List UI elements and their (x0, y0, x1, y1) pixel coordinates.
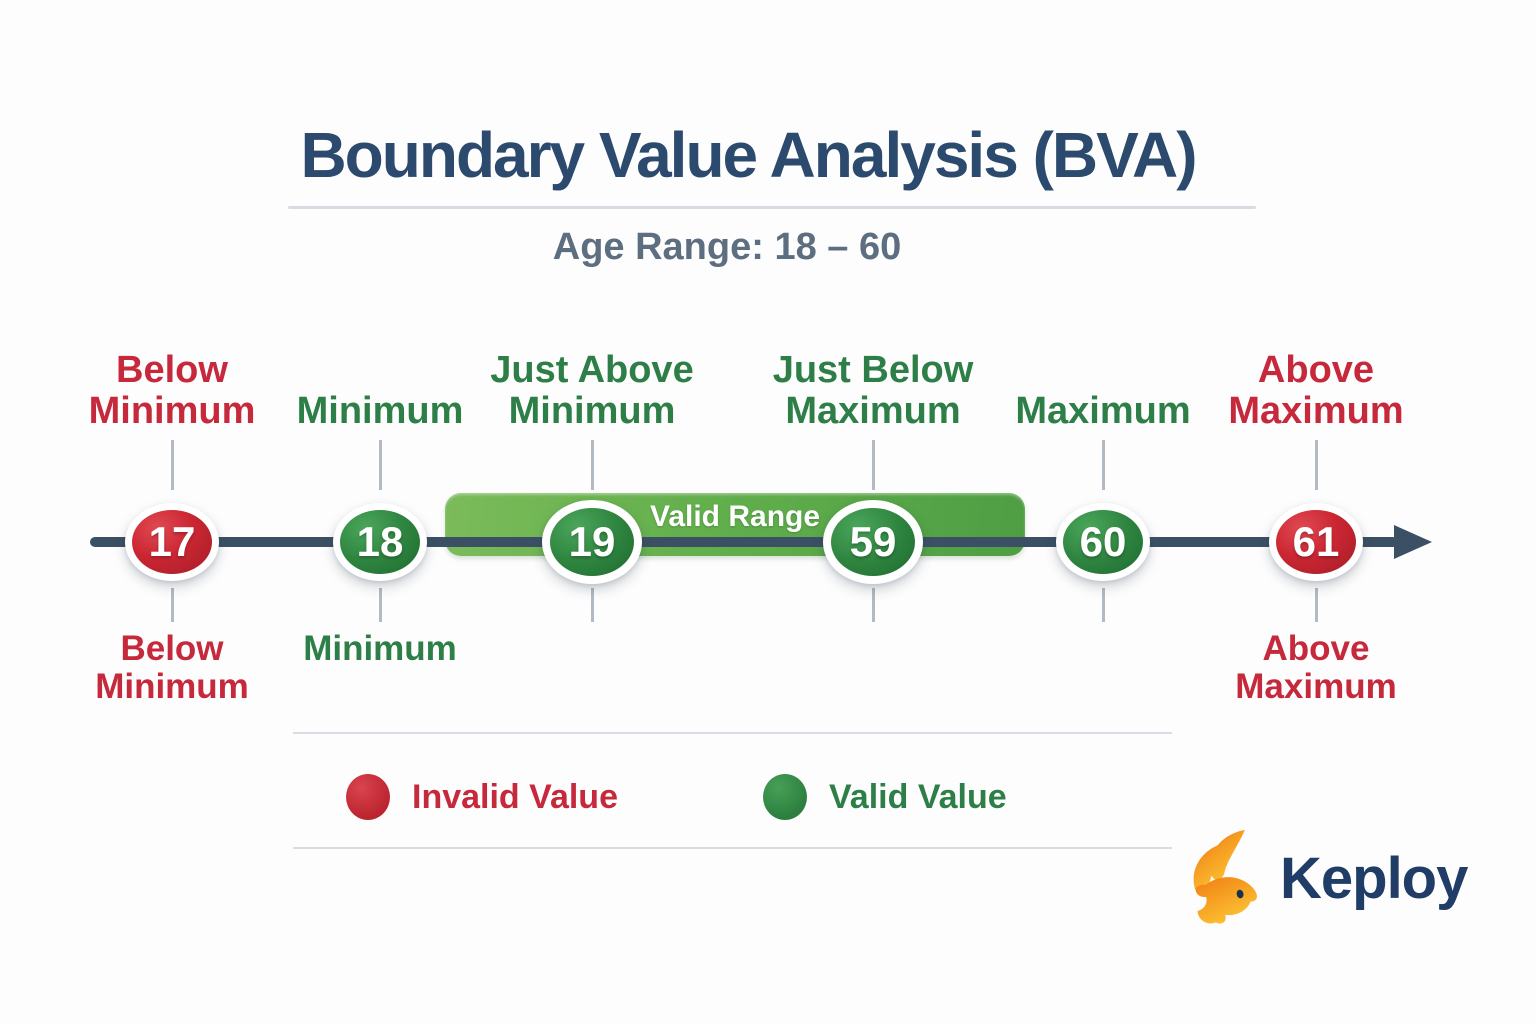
keploy-logo: Keploy (1180, 828, 1468, 928)
tick-line-bottom (591, 588, 594, 622)
legend-label: Valid Value (829, 777, 1007, 816)
subtitle-age-range: Age Range: 18 – 60 (552, 226, 902, 268)
legend-item-invalid: Invalid Value (346, 774, 618, 820)
point-value: 18 (356, 518, 404, 565)
point-value: 61 (1292, 518, 1340, 565)
point-bottom-label: Above Maximum (1235, 629, 1397, 706)
point-value: 60 (1079, 518, 1127, 565)
legend-label: Invalid Value (412, 777, 618, 816)
keploy-rabbit-icon (1193, 829, 1257, 924)
tick-line-bottom (171, 588, 174, 622)
point-top-label: Minimum (296, 390, 464, 432)
valid-range-label: Valid Range (649, 500, 821, 533)
legend-divider-top (293, 732, 1172, 734)
tick-line-bottom (1315, 588, 1318, 622)
value-bubble: 19 (542, 500, 642, 584)
legend-divider-bottom (293, 847, 1172, 849)
legend-item-valid: Valid Value (763, 774, 1007, 820)
value-bubble: 61 (1269, 503, 1363, 581)
tick-line-bottom (1102, 588, 1105, 622)
point-top-label: Below Minimum (88, 349, 256, 432)
brand-name: Keploy (1280, 845, 1468, 911)
point-bottom-label: Below Minimum (95, 629, 249, 706)
point-top-label: Just Above Minimum (490, 349, 694, 432)
value-bubble: 18 (333, 503, 427, 581)
tick-line-bottom (872, 588, 875, 622)
tick-line-bottom (379, 588, 382, 622)
value-bubble: 59 (823, 500, 923, 584)
tick-line-top (872, 440, 875, 490)
value-bubble: 17 (125, 503, 219, 581)
invalid-dot-icon (346, 774, 390, 820)
tick-line-top (1315, 440, 1318, 490)
title-divider (288, 206, 1256, 209)
point-top-label: Maximum (1015, 390, 1191, 432)
page-title: Boundary Value Analysis (BVA) (300, 119, 1197, 191)
point-top-label: Above Maximum (1228, 349, 1404, 432)
axis-line (90, 537, 1398, 547)
rabbit-eye (1236, 889, 1244, 899)
tick-line-top (1102, 440, 1105, 490)
tick-line-top (379, 440, 382, 490)
point-value: 59 (849, 518, 897, 565)
value-bubble: 60 (1056, 503, 1150, 581)
point-value: 19 (568, 518, 616, 565)
point-value: 17 (148, 518, 196, 565)
axis-arrowhead-icon (1394, 525, 1432, 559)
tick-line-top (171, 440, 174, 490)
tick-line-top (591, 440, 594, 490)
point-bottom-label: Minimum (303, 629, 457, 668)
valid-dot-icon (763, 774, 807, 820)
point-top-label: Just Below Maximum (772, 349, 974, 432)
